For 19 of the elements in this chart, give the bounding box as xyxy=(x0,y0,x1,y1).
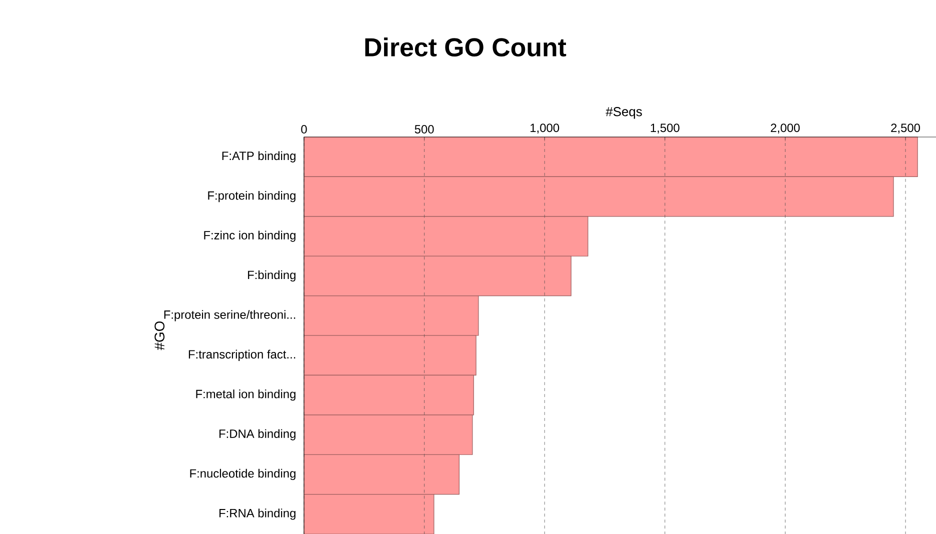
x-tick-label: 1,500 xyxy=(650,124,680,134)
y-tick-label: F:RNA binding xyxy=(219,508,296,520)
y-tick-label: F:metal ion binding xyxy=(196,390,296,401)
x-tick-label: 2,500 xyxy=(891,124,920,134)
y-tick-label: F:binding xyxy=(248,270,296,282)
y-tick-label: F:DNA binding xyxy=(219,429,296,440)
y-tick-label: F:nucleotide binding xyxy=(190,468,296,480)
x-tick-label: 2,000 xyxy=(770,124,800,134)
x-tick-label: 1,000 xyxy=(530,124,560,134)
y-tick-label: F:protein serine/threoni... xyxy=(164,310,296,322)
x-tick-label: 0 xyxy=(301,125,307,134)
x-tick-label: 500 xyxy=(414,125,434,134)
y-axis-title: #GO xyxy=(154,321,164,350)
x-axis-title: #Seqs xyxy=(606,107,642,119)
y-tick-label: F:protein binding xyxy=(208,191,296,202)
y-tick-label: F:ATP binding xyxy=(222,151,296,162)
chart-title: Direct GO Count xyxy=(365,37,566,57)
y-tick-label: F:transcription fact... xyxy=(188,350,296,361)
y-tick-label: F:zinc ion binding xyxy=(204,230,296,242)
